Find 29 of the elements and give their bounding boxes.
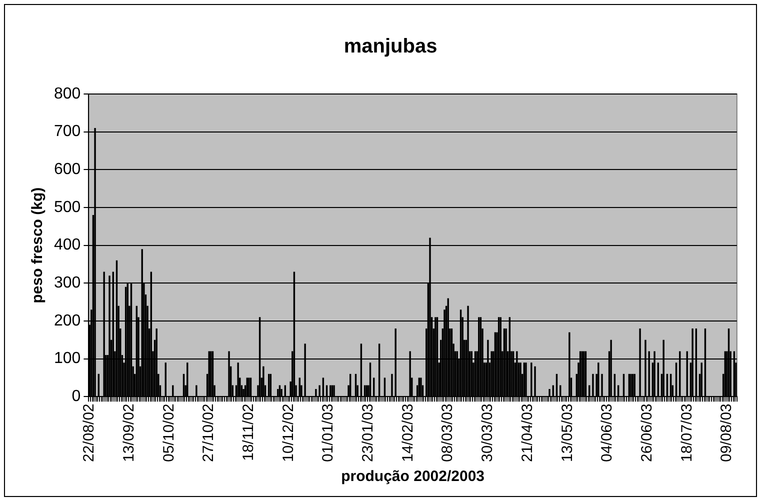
x-tick-label: 01/01/03 xyxy=(320,404,337,462)
y-tick-label: 600 xyxy=(54,161,81,178)
x-tick-label: 18/11/02 xyxy=(240,404,258,461)
x-tick-label: 04/06/03 xyxy=(598,404,616,462)
x-tick-label: 10/12/02 xyxy=(280,404,297,462)
y-tick-label: 0 xyxy=(72,388,81,406)
x-tick-label: 18/07/03 xyxy=(678,404,696,462)
x-tick-label: 27/10/02 xyxy=(200,404,218,462)
x-tick-label: 30/03/03 xyxy=(479,404,496,462)
x-tick-label: 21/04/03 xyxy=(518,404,536,462)
y-tick-label: 700 xyxy=(54,123,81,140)
x-axis-title: produção 2002/2003 xyxy=(341,468,485,486)
x-tick-label: 13/09/02 xyxy=(120,404,138,462)
y-tick-label: 400 xyxy=(54,236,81,254)
y-axis-title: peso fresco (kg) xyxy=(29,187,46,304)
y-tick-label: 800 xyxy=(54,85,81,102)
x-tick-label: 14/02/03 xyxy=(399,404,416,462)
x-tick-label: 05/10/02 xyxy=(160,404,178,462)
y-tick-label: 200 xyxy=(54,312,81,330)
y-tick-label: 100 xyxy=(54,350,81,368)
x-tick-label: 26/06/03 xyxy=(638,404,656,462)
y-tick-label: 300 xyxy=(54,274,81,292)
x-tick-label: 23/01/03 xyxy=(360,404,377,462)
x-tick-label: 13/05/03 xyxy=(558,404,576,462)
x-tick-label: 08/03/03 xyxy=(439,404,456,462)
x-tick-label: 22/08/02 xyxy=(80,404,98,462)
chart-title: manjubas xyxy=(344,36,438,58)
x-tick-label: 09/08/03 xyxy=(718,404,736,462)
y-tick-label: 500 xyxy=(54,198,81,216)
